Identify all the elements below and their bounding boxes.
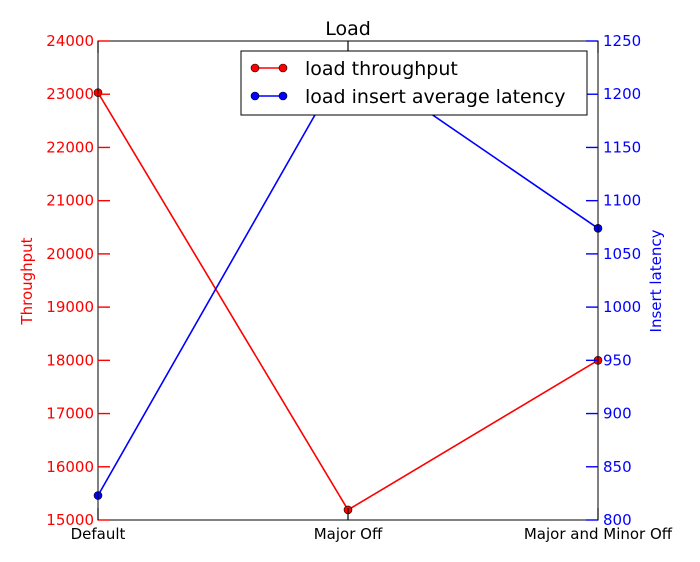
legend-label-2: load insert average latency: [305, 86, 565, 108]
x-tick-label-2: Major Off: [314, 525, 383, 543]
y-left-tick-label-2: 16000: [46, 458, 94, 476]
y-left-tick-label-4: 18000: [46, 351, 94, 369]
legend-marker-a-1: [250, 63, 260, 73]
y-left-tick-label-1: 15000: [46, 511, 94, 529]
legend-marker-a-2: [250, 91, 260, 101]
legend-label-1: load throughput: [305, 58, 458, 80]
legend-box: [240, 50, 588, 116]
y-left-tick-label-9: 23000: [46, 85, 94, 103]
y-left-tick-label-10: 24000: [46, 32, 94, 50]
y-left-tick-label-8: 22000: [46, 138, 94, 156]
y-right-tick-label-2: 850: [603, 458, 632, 476]
y-left-tick-label-5: 19000: [46, 298, 94, 316]
chart-title: Load: [325, 18, 371, 40]
plot-area: 15000 16000 17000 18000 19000 20000 21000 22000…: [46, 32, 673, 543]
x-tick-label-3: Major and Minor Off: [524, 525, 673, 543]
y-axis-right-title: Insert latency: [647, 229, 665, 332]
y-right-tick-label-6: 1050: [603, 245, 641, 263]
y-right-tick-label-4: 950: [603, 351, 632, 369]
series-line-1: [97, 92, 599, 511]
legend-marker-b-2: [278, 91, 288, 101]
y-right-tick-label-9: 1200: [603, 85, 641, 103]
y-axis-left-title: Throughput: [18, 237, 36, 325]
legend: load throughput load insert average laten…: [240, 50, 588, 116]
y-right-tick-label-1: 800: [603, 511, 632, 529]
y-right-tick-label-5: 1000: [603, 298, 641, 316]
y-left-tick-label-6: 20000: [46, 245, 94, 263]
y-right-tick-label-8: 1150: [603, 138, 641, 156]
legend-marker-b-1: [278, 63, 288, 73]
y-right-tick-label-3: 900: [603, 405, 632, 423]
series-line-2: [97, 55, 599, 496]
y-right-tick-label-10: 1250: [603, 32, 641, 50]
y-left-tick-label-7: 21000: [46, 192, 94, 210]
y-right-tick-label-7: 1100: [603, 192, 641, 210]
x-tick-label-1: Default: [71, 525, 126, 543]
y-left-tick-label-3: 17000: [46, 405, 94, 423]
